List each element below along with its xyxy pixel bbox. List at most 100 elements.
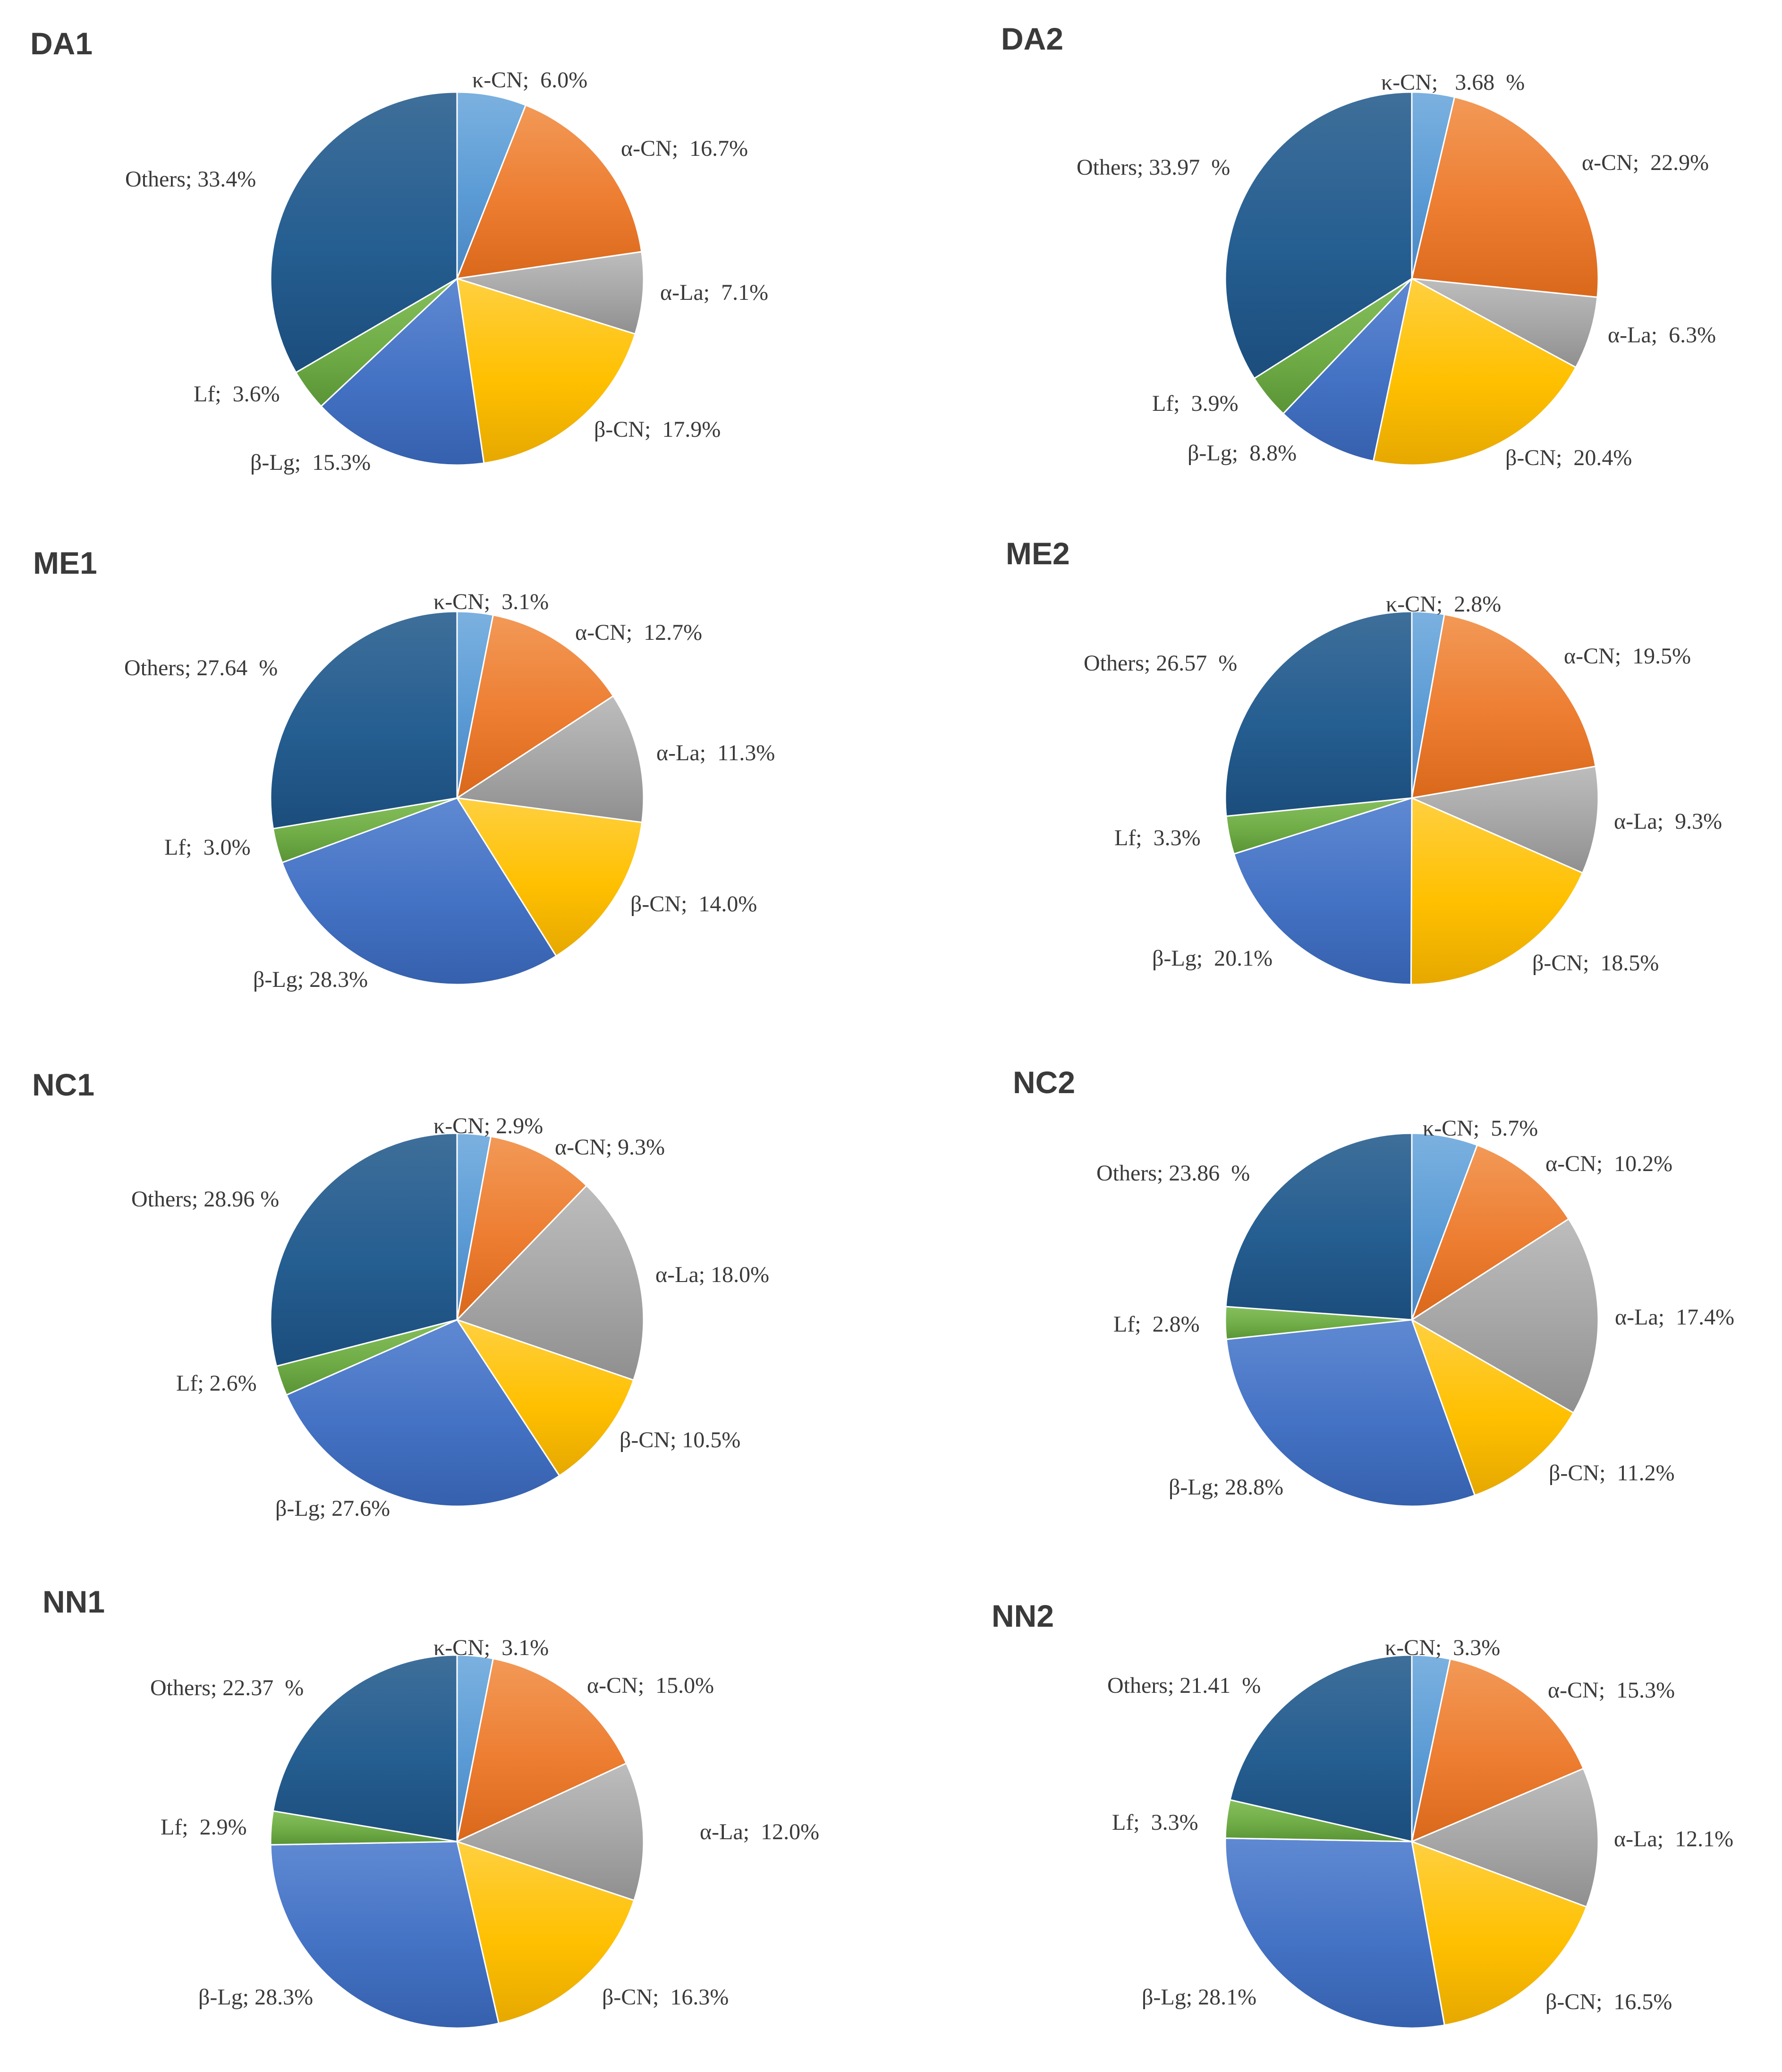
pie-slice-others bbox=[270, 611, 458, 830]
slice-label-lf: Lf; 3.3% bbox=[1112, 1810, 1198, 1835]
pie-panel-nn1: NN1 κ-CN; 3.1% α-CN; 15.0% α-La; 12.0% β-CN;… bbox=[42, 1584, 819, 2029]
slice-label-alpha-la: α-La; 7.1% bbox=[660, 280, 768, 305]
slice-label-others: Others; 26.57 % bbox=[1084, 651, 1237, 676]
pie-slice-alpha-cn bbox=[456, 614, 614, 800]
slice-label-others: Others; 33.97 % bbox=[1077, 155, 1230, 180]
pie-slice-beta-cn bbox=[456, 797, 643, 957]
slice-label-alpha-cn: α-CN; 15.3% bbox=[1548, 1678, 1675, 1703]
slice-label-kappa-cn: κ-CN; 3.1% bbox=[433, 589, 549, 614]
pie-slice-beta-lg bbox=[1233, 797, 1413, 985]
slice-label-alpha-cn: α-CN; 10.2% bbox=[1545, 1151, 1672, 1176]
pie-slice-kappa-cn bbox=[1411, 1132, 1478, 1320]
slice-label-kappa-cn: κ-CN; 2.9% bbox=[433, 1113, 543, 1138]
slice-label-kappa-cn: κ-CN; 3.3% bbox=[1385, 1635, 1500, 1660]
pie-slice-beta-cn bbox=[1372, 277, 1577, 466]
pie-slice-kappa-cn bbox=[456, 91, 527, 279]
slice-label-others: Others; 28.96 % bbox=[131, 1187, 279, 1212]
panel-title: NN2 bbox=[992, 1598, 1054, 1633]
slice-label-beta-cn: β-CN; 18.5% bbox=[1532, 951, 1659, 976]
pie-slice-beta-lg bbox=[281, 797, 557, 985]
pie-slice-beta-cn bbox=[455, 1318, 635, 1477]
pie-panel-da2: DA2 κ-CN; 3.68 % α-CN; 22.9% α-La; 6.3% β-CN… bbox=[1001, 21, 1716, 470]
pie-slice-beta-cn bbox=[1410, 797, 1584, 985]
slice-label-alpha-la: α-La; 11.3% bbox=[656, 740, 775, 765]
pie-slice-others bbox=[272, 1654, 458, 1843]
pie-slice-beta-lg bbox=[1225, 1319, 1476, 1507]
slice-label-lf: Lf; 3.3% bbox=[1114, 825, 1201, 850]
slice-label-kappa-cn: κ-CN; 3.1% bbox=[433, 1635, 549, 1660]
pie-slice-alpha-cn bbox=[1410, 1144, 1570, 1322]
pie-slice-alpha-la bbox=[456, 1184, 645, 1381]
slice-label-alpha-cn: α-CN; 12.7% bbox=[575, 620, 702, 645]
slice-label-alpha-la: α-La; 12.1% bbox=[1614, 1826, 1733, 1851]
slice-label-alpha-cn: α-CN; 16.7% bbox=[621, 136, 748, 161]
slice-label-kappa-cn: κ-CN; 3.68 % bbox=[1381, 70, 1525, 95]
pie-slice-beta-lg bbox=[1224, 1837, 1445, 2029]
slice-label-beta-lg: β-Lg; 20.1% bbox=[1152, 946, 1273, 971]
slice-label-beta-lg: β-Lg; 28.8% bbox=[1169, 1475, 1283, 1500]
pie-panel-nc2: NC2 κ-CN; 5.7% α-CN; 10.2% α-La; 17.4% β-CN;… bbox=[1013, 1065, 1734, 1507]
slice-label-lf: Lf; 2.8% bbox=[1113, 1312, 1200, 1337]
slice-label-alpha-cn: α-CN; 15.0% bbox=[587, 1673, 714, 1698]
slice-label-others: Others; 23.86 % bbox=[1096, 1161, 1250, 1186]
pie-panel-nn2: NN2 κ-CN; 3.3% α-CN; 15.3% α-La; 12.1% β-CN;… bbox=[992, 1598, 1733, 2029]
pie-slice-others bbox=[270, 1132, 458, 1367]
pie-panel-me1: ME1 κ-CN; 3.1% α-CN; 12.7% α-La; 11.3% β-CN;… bbox=[33, 545, 775, 992]
panel-title: NN1 bbox=[42, 1584, 105, 1619]
pie-slice-alpha-cn bbox=[456, 1657, 628, 1843]
slice-label-lf: Lf; 3.9% bbox=[1152, 391, 1239, 416]
panel-title: DA2 bbox=[1001, 21, 1063, 56]
pie-slice-alpha-cn bbox=[1410, 1658, 1585, 1843]
slice-label-beta-cn: β-CN; 17.9% bbox=[594, 417, 721, 442]
pie-slice-alpha-la bbox=[1410, 1218, 1599, 1414]
slice-label-alpha-la: α-La; 6.3% bbox=[1608, 323, 1716, 348]
slice-label-beta-lg: β-Lg; 28.3% bbox=[198, 1985, 313, 2010]
pie-slice-alpha-cn bbox=[1411, 96, 1599, 298]
pie-slice-beta-cn bbox=[456, 1840, 635, 2024]
pie-slice-alpha-la bbox=[457, 251, 645, 335]
slice-label-beta-lg: β-Lg; 28.1% bbox=[1142, 1985, 1256, 2010]
slice-label-kappa-cn: κ-CN; 5.7% bbox=[1423, 1116, 1538, 1141]
pie-panel-nc1: NC1 κ-CN; 2.9% α-CN; 9.3% α-La; 18.0% β-CN; … bbox=[32, 1067, 769, 1521]
slice-label-kappa-cn: κ-CN; 2.8% bbox=[1386, 592, 1501, 617]
slice-label-alpha-la: α-La; 12.0% bbox=[700, 1819, 819, 1844]
slice-label-others: Others; 33.4% bbox=[125, 167, 256, 192]
slice-label-beta-lg: β-Lg; 8.8% bbox=[1188, 441, 1297, 466]
pie-slice-beta-cn bbox=[1410, 1318, 1575, 1496]
panel-title: ME1 bbox=[33, 545, 97, 580]
slice-label-lf: Lf; 2.6% bbox=[176, 1371, 257, 1396]
slice-label-alpha-cn: α-CN; 9.3% bbox=[555, 1135, 665, 1160]
slice-label-alpha-cn: α-CN; 19.5% bbox=[1564, 644, 1691, 669]
slice-label-beta-cn: β-CN; 11.2% bbox=[1549, 1461, 1675, 1486]
pie-slice-beta-lg bbox=[285, 1319, 560, 1507]
pie-slice-alpha-cn bbox=[456, 1135, 588, 1322]
slice-label-beta-lg: β-Lg; 15.3% bbox=[250, 450, 371, 475]
slice-label-lf: Lf; 3.0% bbox=[164, 835, 251, 860]
slice-label-beta-cn: β-CN; 10.5% bbox=[619, 1427, 740, 1452]
slice-label-others: Others; 21.41 % bbox=[1107, 1673, 1261, 1698]
pie-slice-others bbox=[1229, 1654, 1413, 1843]
slice-label-alpha-cn: α-CN; 22.9% bbox=[1582, 150, 1709, 175]
pie-slice-beta-cn bbox=[456, 277, 636, 464]
slice-label-beta-cn: β-CN; 20.4% bbox=[1505, 445, 1632, 470]
slice-label-beta-lg: β-Lg; 28.3% bbox=[253, 967, 368, 992]
pie-slice-alpha-cn bbox=[456, 104, 643, 280]
slice-label-beta-cn: β-CN; 16.5% bbox=[1545, 1989, 1672, 2014]
pie-panel-me2: ME2 κ-CN; 2.8% α-CN; 19.5% α-La; 9.3% β-CN; … bbox=[1006, 536, 1722, 985]
panel-title: NC1 bbox=[32, 1067, 94, 1102]
slice-label-alpha-la: α-La; 9.3% bbox=[1614, 809, 1722, 834]
pie-slice-beta-lg bbox=[1282, 276, 1413, 462]
pie-slice-alpha-la bbox=[1409, 1767, 1599, 1908]
pie-slice-others bbox=[270, 91, 458, 374]
pie-slice-alpha-la bbox=[455, 695, 645, 824]
slice-label-others: Others; 22.37 % bbox=[150, 1675, 304, 1700]
slice-label-alpha-la: α-La; 18.0% bbox=[655, 1262, 769, 1287]
slice-label-beta-cn: β-CN; 14.0% bbox=[630, 892, 757, 917]
panel-title: DA1 bbox=[30, 26, 93, 61]
slice-label-others: Others; 27.64 % bbox=[124, 655, 278, 680]
panel-title: NC2 bbox=[1013, 1065, 1075, 1100]
slice-label-alpha-la: α-La; 17.4% bbox=[1615, 1305, 1734, 1330]
pie-panel-da1: DA1 κ-CN; 6.0% α-CN; 16.7% α-La; 7.1% β-CN; … bbox=[30, 26, 768, 475]
pie-slice-beta-cn bbox=[1411, 1840, 1587, 2026]
